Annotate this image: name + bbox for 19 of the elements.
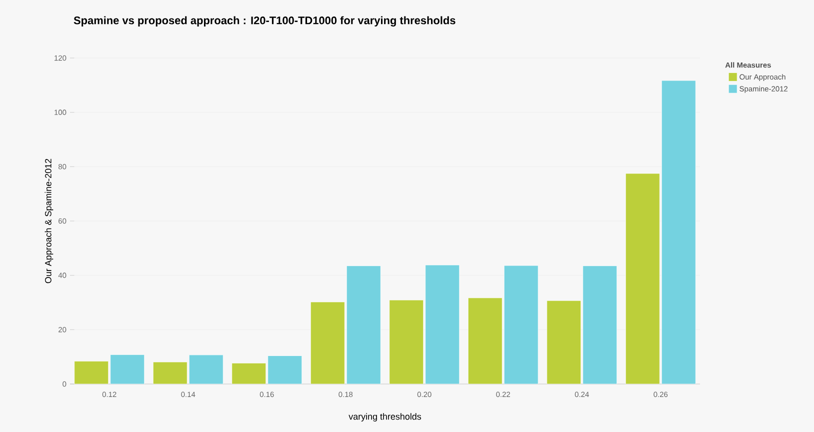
bar — [468, 298, 502, 384]
bar — [582, 266, 618, 384]
bar — [625, 173, 660, 384]
bar — [268, 356, 302, 384]
bar — [232, 362, 266, 384]
bar — [310, 302, 345, 384]
x-axis-title: varying thresholds — [348, 413, 422, 422]
bar — [188, 354, 224, 384]
bar — [346, 266, 381, 384]
bar — [74, 360, 109, 384]
bar — [110, 354, 145, 384]
chart-title: Spamine vs proposed approach : I20-T100-TD1000 for varying thresholds — [74, 16, 456, 27]
bar — [425, 264, 460, 384]
bar — [546, 300, 582, 384]
bar — [504, 265, 538, 384]
bar — [389, 300, 424, 384]
y-axis-title: Our Approach & Spamine-2012 — [44, 158, 54, 284]
bar — [661, 80, 696, 384]
bar — [152, 362, 188, 384]
